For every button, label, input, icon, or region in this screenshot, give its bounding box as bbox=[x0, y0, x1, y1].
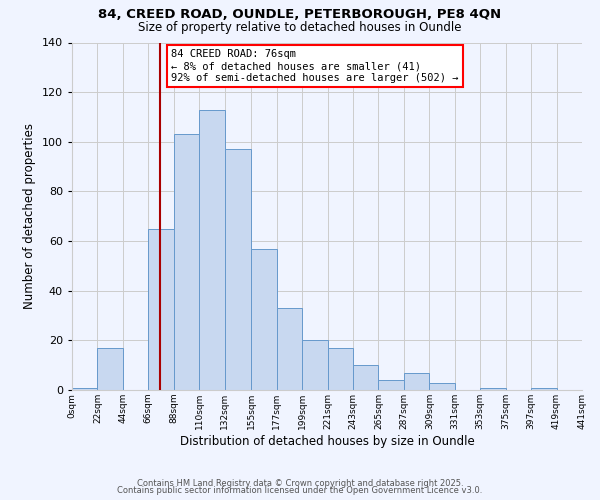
X-axis label: Distribution of detached houses by size in Oundle: Distribution of detached houses by size … bbox=[179, 434, 475, 448]
Bar bbox=[328, 348, 353, 390]
Bar bbox=[251, 248, 277, 390]
Y-axis label: Number of detached properties: Number of detached properties bbox=[23, 123, 36, 309]
Bar bbox=[72, 388, 97, 390]
Bar bbox=[430, 382, 455, 390]
Bar bbox=[277, 308, 302, 390]
Bar bbox=[302, 340, 328, 390]
Bar bbox=[379, 380, 404, 390]
Text: Size of property relative to detached houses in Oundle: Size of property relative to detached ho… bbox=[138, 21, 462, 34]
Bar bbox=[224, 149, 251, 390]
Text: 84, CREED ROAD, OUNDLE, PETERBOROUGH, PE8 4QN: 84, CREED ROAD, OUNDLE, PETERBOROUGH, PE… bbox=[98, 8, 502, 20]
Bar bbox=[531, 388, 557, 390]
Bar bbox=[97, 348, 123, 390]
Bar bbox=[404, 372, 430, 390]
Text: 84 CREED ROAD: 76sqm
← 8% of detached houses are smaller (41)
92% of semi-detach: 84 CREED ROAD: 76sqm ← 8% of detached ho… bbox=[172, 50, 459, 82]
Bar bbox=[480, 388, 506, 390]
Bar bbox=[199, 110, 224, 390]
Bar bbox=[353, 365, 379, 390]
Bar bbox=[174, 134, 199, 390]
Text: Contains public sector information licensed under the Open Government Licence v3: Contains public sector information licen… bbox=[118, 486, 482, 495]
Text: Contains HM Land Registry data © Crown copyright and database right 2025.: Contains HM Land Registry data © Crown c… bbox=[137, 478, 463, 488]
Bar bbox=[148, 228, 174, 390]
